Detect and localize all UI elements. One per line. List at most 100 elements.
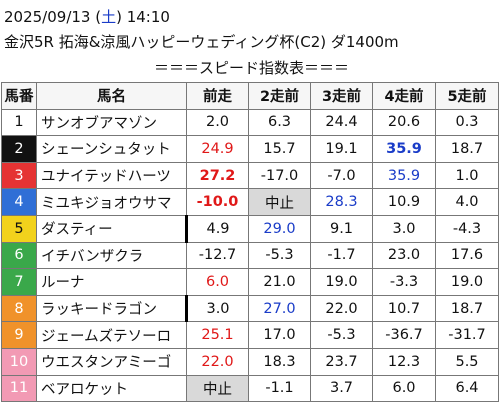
speed-index: -10.0 <box>186 188 249 216</box>
horse-row: 10 ウエスタンアミーゴ 22.0 18.3 23.7 12.3 5.5 <box>1 347 499 376</box>
speed-index: 35.9 <box>372 135 436 163</box>
speed-index: 24.9 <box>186 135 249 163</box>
speed-index: 6.0 <box>186 268 249 296</box>
race-datetime: 2025/09/13 (土) 14:10 <box>4 6 170 27</box>
horse-row: 2 シェーンシュタット 24.9 15.7 19.1 35.9 18.7 <box>1 135 499 163</box>
horse-row: 9 ジェームズテソーロ 25.1 17.0 -5.3 -36.7 -31.7 <box>1 321 499 349</box>
weekday: 土 <box>101 8 117 26</box>
speed-index: 10.7 <box>372 294 436 323</box>
column-header: 3走前 <box>310 82 373 110</box>
speed-index: 15.7 <box>248 135 311 163</box>
race-name: 金沢5R 拓海&涼風ハッピーウェディング杯(C2) ダ1400m <box>4 33 399 51</box>
speed-index: 25.1 <box>186 321 249 349</box>
speed-index: -31.7 <box>435 321 499 349</box>
speed-index: -17.0 <box>248 161 311 190</box>
speed-index: -1.1 <box>248 374 311 403</box>
speed-index: 2.0 <box>186 108 249 137</box>
speed-index: 18.7 <box>435 294 499 323</box>
speed-index: 23.7 <box>310 347 373 376</box>
column-header: 前走 <box>186 82 249 110</box>
horse-row: 4 ミユキジョオウサマ -10.0 中止 28.3 10.9 4.0 <box>1 188 499 216</box>
date: 2025/09/13 ( <box>4 8 102 26</box>
speed-index: 19.0 <box>435 268 499 296</box>
speed-index: -1.7 <box>310 241 373 270</box>
horse-row: 7 ルーナ 6.0 21.0 19.0 -3.3 19.0 <box>1 268 499 296</box>
speed-index: 24.4 <box>310 108 373 137</box>
speed-index: 5.5 <box>435 347 499 376</box>
speed-index: 9.1 <box>310 214 373 243</box>
speed-index: 21.0 <box>248 268 311 296</box>
header-row: 馬番 馬名 前走 2走前 3走前 4走前 5走前 <box>1 82 499 110</box>
speed-index: 10.9 <box>372 188 436 216</box>
speed-index: 27.2 <box>186 161 249 190</box>
speed-index: 22.0 <box>186 347 249 376</box>
horse-number: 2 <box>1 135 37 163</box>
horse-row: 11 ベアロケット 中止 -1.1 3.7 6.0 6.4 <box>1 374 499 403</box>
speed-index: -36.7 <box>372 321 436 349</box>
speed-index: 22.0 <box>310 294 373 323</box>
horse-number: 9 <box>1 321 37 349</box>
speed-index: 23.0 <box>372 241 436 270</box>
speed-index: 3.0 <box>372 214 436 243</box>
subtitle: ＝＝＝スピード指数表＝＝＝ <box>153 59 349 77</box>
time: ) 14:10 <box>116 8 170 26</box>
speed-index: 4.0 <box>435 188 499 216</box>
speed-index: 6.0 <box>372 374 436 403</box>
horse-number: 4 <box>1 188 37 216</box>
speed-index: 3.0 <box>185 294 249 323</box>
horse-row: 8 ラッキードラゴン 3.0 27.0 22.0 10.7 18.7 <box>1 294 499 323</box>
speed-index: 6.4 <box>435 374 499 403</box>
column-header: 馬名 <box>36 82 187 110</box>
speed-index: 3.7 <box>310 374 373 403</box>
speed-index: 19.1 <box>310 135 373 163</box>
horse-number: 5 <box>1 214 37 243</box>
speed-index: 20.6 <box>372 108 436 137</box>
speed-index: 28.3 <box>310 188 373 216</box>
horse-number: 8 <box>1 294 37 323</box>
speed-index: 17.0 <box>248 321 311 349</box>
horse-number: 6 <box>1 241 37 270</box>
column-header: 2走前 <box>248 82 311 110</box>
horse-row: 3 ユナイテッドハーツ 27.2 -17.0 -7.0 35.9 1.0 <box>1 161 499 190</box>
horse-row: 6 イチバンザクラ -12.7 -5.3 -1.7 23.0 17.6 <box>1 241 499 270</box>
column-header: 5走前 <box>435 82 499 110</box>
speed-index: -3.3 <box>372 268 436 296</box>
speed-index: -5.3 <box>310 321 373 349</box>
speed-index: 6.3 <box>248 108 311 137</box>
speed-index: -5.3 <box>248 241 311 270</box>
speed-index: 12.3 <box>372 347 436 376</box>
speed-index: 29.0 <box>248 214 311 243</box>
horse-number: 3 <box>1 161 37 190</box>
horse-number: 1 <box>1 108 37 137</box>
horse-number: 7 <box>1 268 37 296</box>
speed-index: -4.3 <box>435 214 499 243</box>
horse-name: ダスティー <box>36 214 187 243</box>
speed-index: 18.7 <box>435 135 499 163</box>
horse-name: ジェームズテソーロ <box>36 321 187 349</box>
horse-name: シェーンシュタット <box>36 135 187 163</box>
speed-index: 中止 <box>248 188 311 216</box>
horse-name: ベアロケット <box>36 374 187 403</box>
speed-table: 馬番 馬名 前走 2走前 3走前 4走前 5走前 1 サンオブアマゾン 2.0 6.3 24.4 20.… <box>1 82 499 403</box>
column-header: 4走前 <box>372 82 436 110</box>
speed-index: 0.3 <box>435 108 499 137</box>
speed-index: 4.9 <box>185 214 249 243</box>
speed-index: -7.0 <box>310 161 373 190</box>
horse-row: 5 ダスティー 4.9 29.0 9.1 3.0 -4.3 <box>1 214 499 243</box>
horse-name: ミユキジョオウサマ <box>36 188 187 216</box>
column-header: 馬番 <box>1 82 37 110</box>
speed-index: 18.3 <box>248 347 311 376</box>
horse-name: ウエスタンアミーゴ <box>36 347 187 376</box>
speed-index: 19.0 <box>310 268 373 296</box>
speed-index: 1.0 <box>435 161 499 190</box>
speed-index: 35.9 <box>372 161 436 190</box>
horse-number: 10 <box>1 347 37 376</box>
speed-index: 17.6 <box>435 241 499 270</box>
horse-name: ラッキードラゴン <box>36 294 187 323</box>
horse-name: ルーナ <box>36 268 187 296</box>
horse-row: 1 サンオブアマゾン 2.0 6.3 24.4 20.6 0.3 <box>1 108 499 137</box>
horse-name: イチバンザクラ <box>36 241 187 270</box>
horse-number: 11 <box>1 374 37 403</box>
speed-index: 27.0 <box>248 294 311 323</box>
